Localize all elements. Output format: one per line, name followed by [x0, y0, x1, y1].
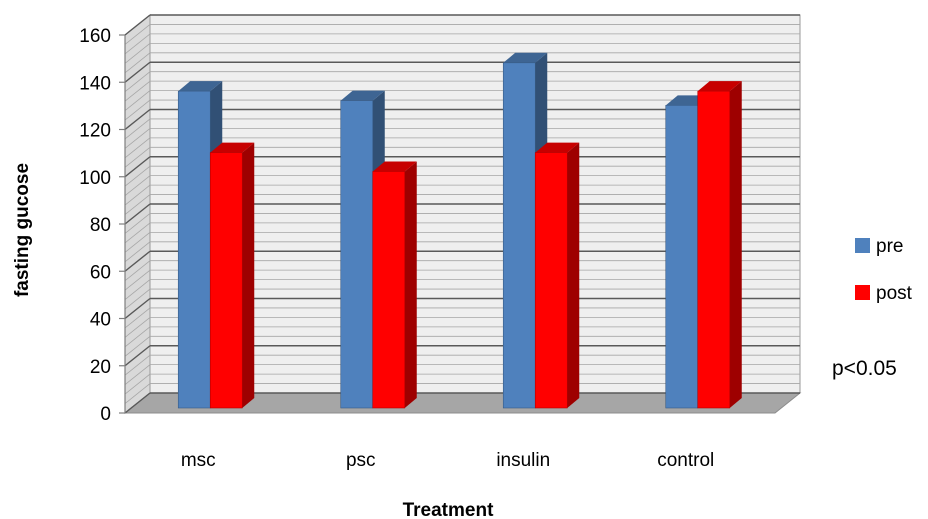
x-tick-labels: msc psc insulin control	[181, 450, 714, 471]
legend-swatch-post	[855, 285, 870, 300]
x-axis-title: Treatment	[403, 500, 494, 519]
gridline	[124, 335, 151, 357]
y-tick-label: 80	[90, 215, 111, 236]
y-tick-label: 120	[79, 121, 111, 142]
gridline	[124, 71, 151, 93]
legend-swatch-pre	[855, 238, 870, 253]
gridline	[124, 364, 151, 385]
gridline	[124, 156, 151, 178]
gridline	[124, 250, 151, 272]
gridline	[124, 128, 151, 149]
gridline	[124, 354, 151, 376]
bar-post-psc	[372, 161, 417, 409]
gridline	[124, 373, 151, 395]
gridline	[124, 52, 151, 74]
gridline	[124, 326, 151, 348]
gridline	[124, 232, 151, 253]
gridline	[124, 90, 151, 111]
gridline	[124, 222, 151, 244]
bar-post-msc	[209, 142, 255, 409]
bar-post-insulin	[534, 142, 580, 409]
gridline	[124, 118, 151, 140]
gridline	[124, 317, 151, 338]
x-tick-label: control	[657, 450, 714, 471]
gridline	[124, 194, 151, 215]
y-tick-label: 100	[79, 168, 111, 189]
gridline	[124, 24, 151, 45]
gridline	[124, 203, 151, 225]
gridline	[124, 297, 151, 320]
gridline	[124, 213, 151, 234]
bar-post-control	[697, 81, 742, 409]
gridline	[124, 33, 151, 55]
x-tick-label: psc	[346, 450, 376, 471]
gridline	[124, 307, 151, 329]
y-tick-label: 0	[100, 404, 111, 425]
gridline	[124, 14, 151, 36]
gridline	[124, 61, 151, 83]
y-tick-labels: 0 20 40 60 80 100 120 140 160	[79, 26, 111, 425]
gridline	[124, 345, 151, 367]
x-tick-label: insulin	[496, 450, 550, 471]
gridline	[124, 184, 151, 206]
gridline	[124, 383, 151, 404]
gridline	[124, 108, 151, 131]
gridline	[124, 241, 151, 263]
y-tick-label: 160	[79, 26, 111, 47]
legend: pre post	[855, 236, 913, 304]
significance-annotation: p<0.05	[832, 357, 897, 380]
gridline	[124, 269, 151, 291]
gridline	[124, 165, 151, 187]
y-axis-title: fasting gucose	[12, 163, 33, 297]
y-tick-label: 60	[90, 262, 111, 283]
gridline	[124, 288, 151, 310]
bars	[177, 52, 742, 409]
y-tick-label: 20	[90, 357, 111, 378]
gridline	[124, 279, 151, 300]
gridline	[124, 80, 151, 102]
gridline	[124, 392, 151, 414]
gridline	[124, 260, 151, 282]
y-tick-label: 140	[79, 73, 111, 94]
x-tick-label: msc	[181, 450, 216, 471]
gridline	[124, 137, 151, 159]
y-tick-label: 40	[90, 310, 111, 331]
legend-label-pre: pre	[876, 236, 903, 257]
legend-label-post: post	[876, 283, 913, 304]
gridline	[124, 175, 151, 196]
gridline	[124, 99, 151, 121]
gridline	[124, 146, 151, 168]
gridline	[124, 43, 151, 64]
y-axis	[119, 34, 126, 414]
